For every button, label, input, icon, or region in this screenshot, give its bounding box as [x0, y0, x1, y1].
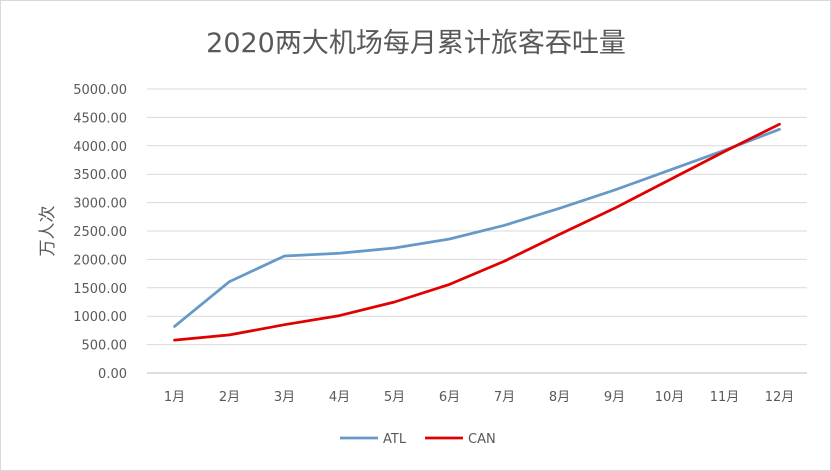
x-tick-label: 3月 [274, 390, 295, 405]
series-line-atl [173, 127, 781, 328]
y-tick-label: 1500.00 [73, 282, 127, 297]
y-tick-label: 2500.00 [73, 225, 127, 240]
y-tick-label: 4500.00 [73, 111, 127, 126]
x-tick-labels: 1月 2月 3月 4月 5月 6月 7月 8月 9月 10月 11月 12月 [164, 390, 794, 405]
x-tick-label: 10月 [655, 390, 685, 405]
x-tick-label: 5月 [384, 390, 405, 405]
x-tick-label: 11月 [710, 390, 740, 405]
y-tick-labels: 0.00 500.00 1000.00 1500.00 2000.00 2500.00 30… [73, 83, 127, 382]
x-tick-label: 8月 [549, 390, 570, 405]
x-tick-label: 4月 [329, 390, 350, 405]
x-tick-label: 6月 [439, 390, 460, 405]
y-tick-label: 4000.00 [73, 140, 127, 155]
y-tick-label: 5000.00 [73, 83, 127, 98]
series-lines [173, 122, 781, 342]
y-tick-label: 3000.00 [73, 197, 127, 212]
y-axis-label: 万人次 [38, 206, 58, 257]
x-tick-label: 12月 [765, 390, 795, 405]
x-tick-label: 2月 [219, 390, 240, 405]
legend-label-can: CAN [468, 432, 496, 447]
y-tick-label: 2000.00 [73, 253, 127, 268]
y-tick-label: 0.00 [98, 367, 127, 382]
legend-label-atl: ATL [383, 432, 407, 447]
y-tick-label: 1000.00 [73, 310, 127, 325]
gridlines [147, 88, 807, 374]
y-tick-label: 500.00 [82, 339, 128, 354]
x-tick-label: 7月 [494, 390, 515, 405]
legend: ATL CAN [340, 432, 496, 447]
x-tick-label: 9月 [604, 390, 625, 405]
chart-title: 2020两大机场每月累计旅客吞吐量 [206, 28, 626, 59]
series-line-can [173, 122, 781, 342]
y-tick-label: 3500.00 [73, 168, 127, 183]
x-tick-label: 1月 [164, 390, 185, 405]
